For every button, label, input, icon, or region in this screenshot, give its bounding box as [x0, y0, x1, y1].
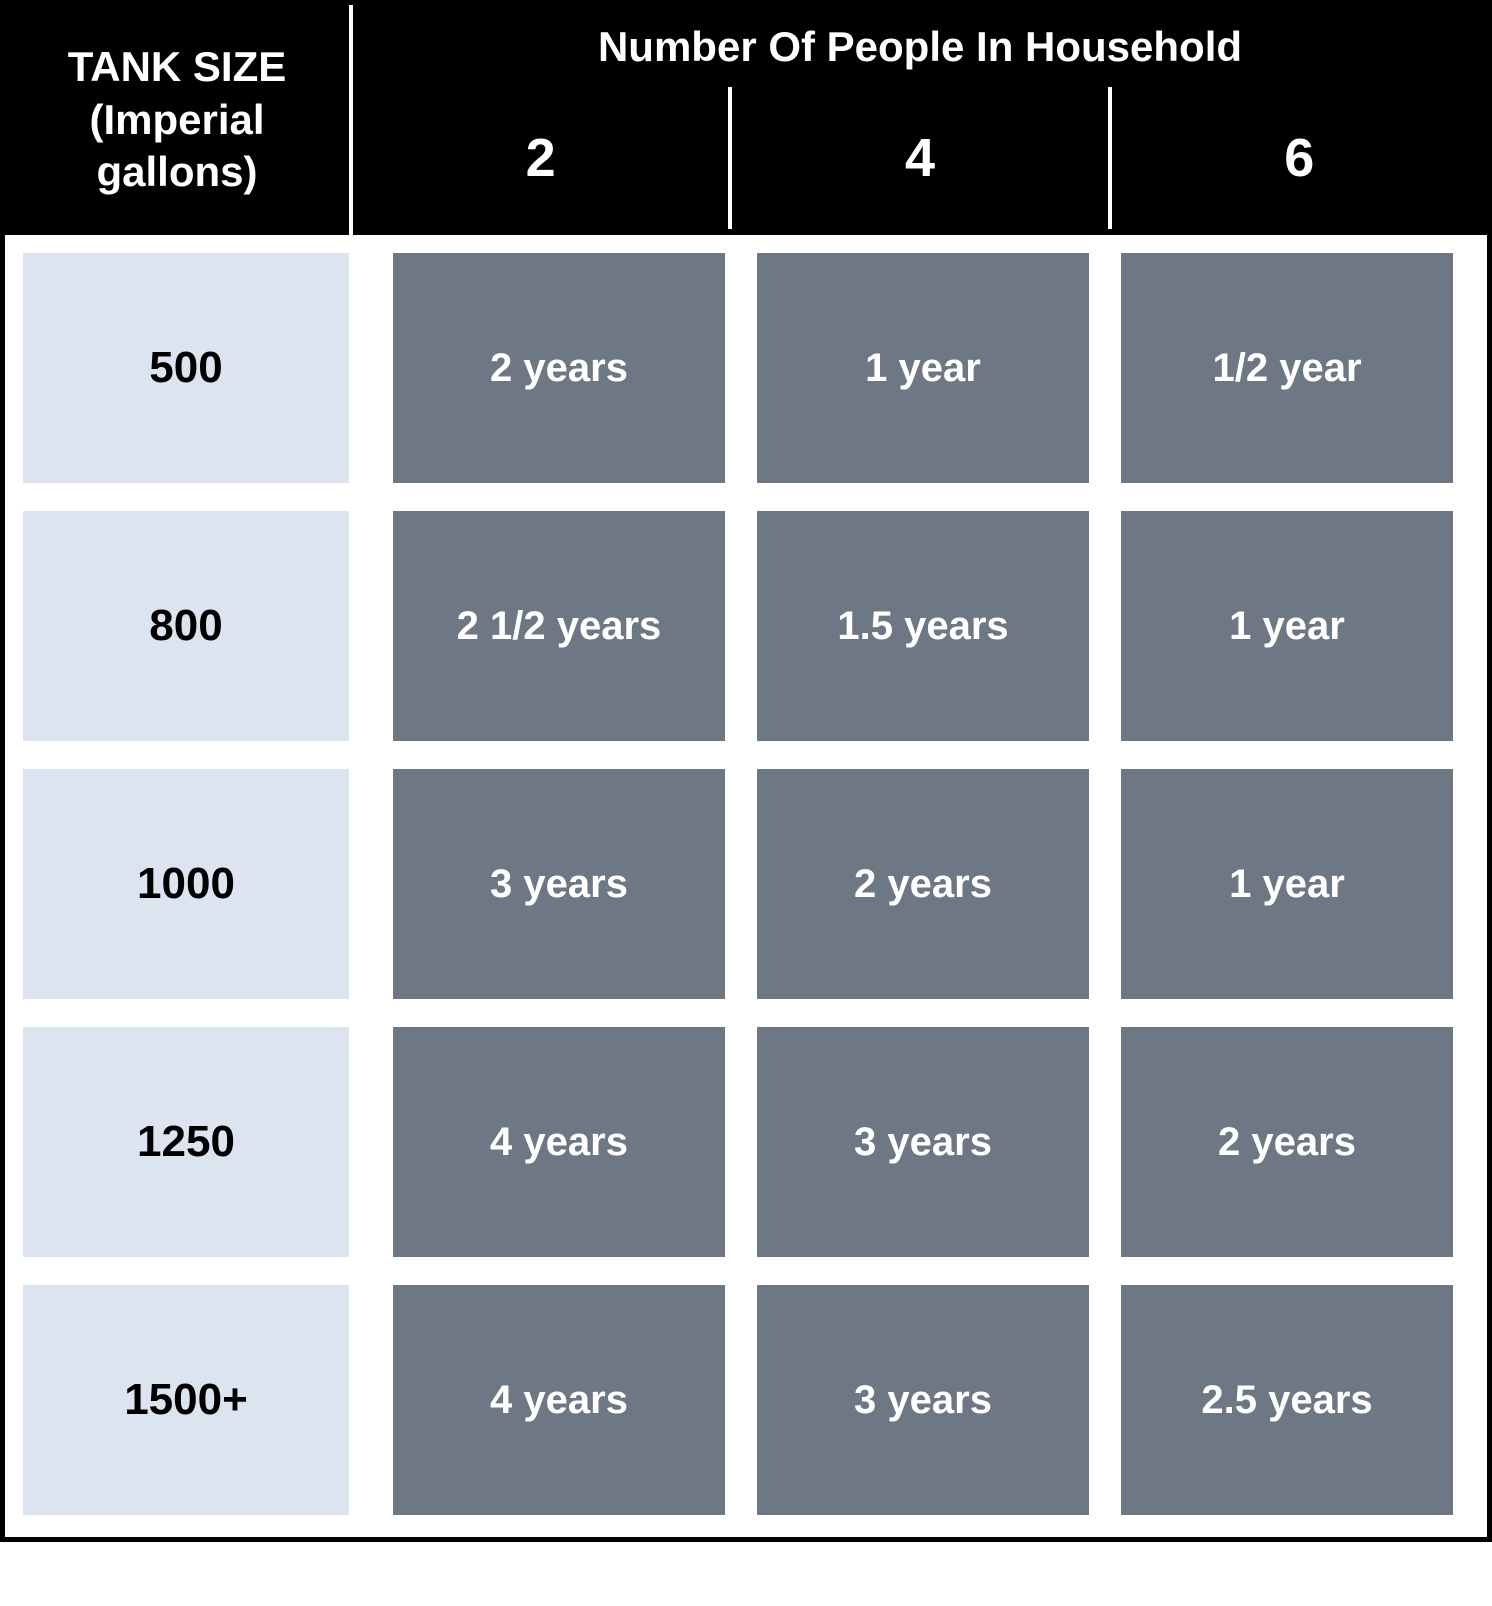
table-row: 1000 3 years 2 years 1 year — [5, 755, 1487, 1013]
value-cell: 2 years — [1121, 1027, 1453, 1257]
value-cell: 2 years — [757, 769, 1089, 999]
tank-size-table: TANK SIZE (Imperial gallons) Number Of P… — [0, 0, 1492, 1542]
table-row: 1500+ 4 years 3 years 2.5 years — [5, 1271, 1487, 1529]
table-header: TANK SIZE (Imperial gallons) Number Of P… — [5, 5, 1487, 235]
table-row: 1250 4 years 3 years 2 years — [5, 1013, 1487, 1271]
header-left-line2: (Imperial — [89, 94, 264, 147]
value-cell: 4 years — [393, 1027, 725, 1257]
table-row: 800 2 1/2 years 1.5 years 1 year — [5, 497, 1487, 755]
size-cell: 800 — [23, 511, 349, 741]
value-cell: 1 year — [1121, 511, 1453, 741]
table-body: 500 2 years 1 year 1/2 year 800 2 1/2 ye… — [5, 235, 1487, 1537]
value-cell: 1.5 years — [757, 511, 1089, 741]
header-people: Number Of People In Household 2 4 6 — [353, 5, 1487, 235]
value-cell: 3 years — [757, 1027, 1089, 1257]
table-row: 500 2 years 1 year 1/2 year — [5, 239, 1487, 497]
header-people-counts: 2 4 6 — [353, 81, 1487, 235]
header-people-2: 2 — [353, 81, 728, 235]
header-left-line1: TANK SIZE — [68, 41, 287, 94]
value-cell: 3 years — [393, 769, 725, 999]
value-cell: 2 1/2 years — [393, 511, 725, 741]
size-cell: 1250 — [23, 1027, 349, 1257]
header-people-6: 6 — [1112, 81, 1487, 235]
value-cell: 1 year — [1121, 769, 1453, 999]
value-cell: 1/2 year — [1121, 253, 1453, 483]
size-cell: 1000 — [23, 769, 349, 999]
size-cell: 500 — [23, 253, 349, 483]
value-cell: 3 years — [757, 1285, 1089, 1515]
value-cell: 2.5 years — [1121, 1285, 1453, 1515]
value-cell: 1 year — [757, 253, 1089, 483]
header-people-title: Number Of People In Household — [353, 5, 1487, 81]
header-tank-size: TANK SIZE (Imperial gallons) — [5, 5, 353, 235]
value-cell: 2 years — [393, 253, 725, 483]
header-left-line3: gallons) — [96, 146, 257, 199]
value-cell: 4 years — [393, 1285, 725, 1515]
size-cell: 1500+ — [23, 1285, 349, 1515]
header-people-4: 4 — [728, 87, 1111, 229]
